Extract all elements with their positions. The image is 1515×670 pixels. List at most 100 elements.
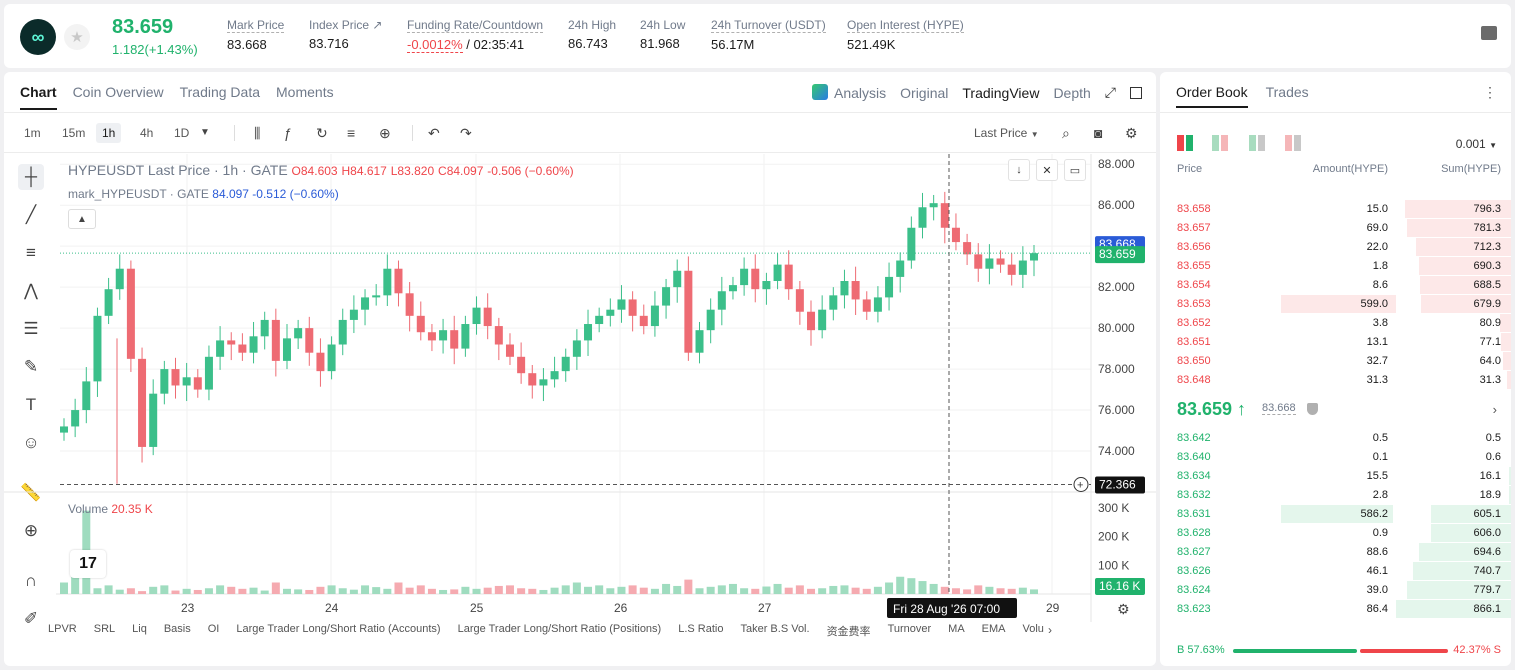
collapse-icon[interactable]: ✕ — [1036, 159, 1058, 181]
more-options-icon[interactable]: ⋮ — [1483, 84, 1497, 100]
tab-coin-overview[interactable]: Coin Overview — [72, 84, 164, 100]
order-amount: 8.6 — [1372, 279, 1388, 291]
order-book-tabs: Order Book Trades — [1176, 84, 1309, 108]
ask-row[interactable]: 83.650 32.7 64.0 — [1160, 352, 1511, 371]
price-chart[interactable]: 88.00086.00084.00082.00080.00078.00076.0… — [4, 72, 1156, 666]
indicator-item[interactable]: Turnover — [887, 623, 932, 635]
tab-chart[interactable]: Chart — [20, 84, 57, 110]
asks-only-icon[interactable] — [1249, 135, 1265, 151]
indicator-item[interactable]: Large Trader Long/Short Ratio (Positions… — [457, 623, 662, 635]
ask-row[interactable]: 83.652 3.8 80.9 — [1160, 314, 1511, 333]
indicator-scroll-right-icon[interactable]: › — [1048, 623, 1052, 637]
volume-bar — [394, 582, 403, 594]
search-icon[interactable]: ⌕ — [1062, 125, 1070, 141]
volume-bar — [940, 586, 949, 594]
indicators-icon[interactable]: ƒ — [284, 125, 292, 141]
pencil-lock-icon[interactable]: ✐ — [23, 609, 39, 628]
maximize-icon[interactable]: ▭ — [1064, 159, 1086, 181]
bids-only-icon[interactable] — [1212, 135, 1228, 151]
candle-body — [951, 227, 960, 243]
ask-row[interactable]: 83.651 13.1 77.1 — [1160, 333, 1511, 352]
ask-row[interactable]: 83.658 15.0 796.3 — [1160, 200, 1511, 219]
tab-trades[interactable]: Trades — [1265, 84, 1309, 100]
templates-icon[interactable]: ≡ — [347, 125, 356, 141]
zoom-in-icon[interactable]: ⊕ — [23, 521, 39, 540]
collapse-legend-button[interactable]: ▲ — [68, 209, 96, 229]
settings-icon[interactable]: ⚙ — [1125, 125, 1138, 141]
price-source-select[interactable]: Last Price ▼ — [974, 126, 1039, 140]
indicator-item[interactable]: Taker B.S Vol. — [740, 623, 810, 635]
ask-row[interactable]: 83.655 1.8 690.3 — [1160, 257, 1511, 276]
view-tradingview[interactable]: TradingView — [962, 84, 1040, 101]
book-icon[interactable] — [1481, 26, 1497, 40]
stat-label: Mark Price — [227, 18, 285, 33]
bid-row[interactable]: 83.624 39.0 779.7 — [1160, 581, 1511, 600]
brush-icon[interactable]: ✎ — [23, 357, 39, 376]
bid-row[interactable]: 83.623 86.4 866.1 — [1160, 600, 1511, 619]
interval-15m[interactable]: 15m — [62, 126, 86, 140]
interval-dropdown-icon[interactable]: ▼ — [200, 127, 210, 138]
trendline-icon[interactable]: ╱ — [25, 205, 37, 224]
candle-type-icon[interactable]: ⫼ — [254, 125, 261, 141]
redo-icon[interactable]: ↷ — [460, 125, 472, 141]
parallel-lines-icon[interactable]: ≡ — [26, 243, 36, 262]
candle-body — [204, 356, 213, 390]
bid-row[interactable]: 83.628 0.9 606.0 — [1160, 524, 1511, 543]
indicator-item[interactable]: Volu — [1022, 623, 1044, 635]
favorite-star-icon[interactable]: ★ — [64, 24, 90, 50]
undo-icon[interactable]: ↶ — [428, 125, 440, 141]
ask-row[interactable]: 83.657 69.0 781.3 — [1160, 219, 1511, 238]
indicator-item[interactable]: Liq — [132, 623, 147, 635]
chevron-right-icon[interactable]: › — [1492, 402, 1497, 417]
both-sides-icon[interactable] — [1177, 135, 1193, 151]
indicator-item[interactable]: Large Trader Long/Short Ratio (Accounts) — [236, 623, 441, 635]
stat-index-price[interactable]: Index Price ↗ 83.716 — [309, 18, 382, 51]
indicator-item[interactable]: SRL — [93, 623, 116, 635]
view-analysis[interactable]: Analysis — [812, 84, 886, 101]
interval-1h[interactable]: 1h — [96, 123, 122, 143]
window-icon[interactable] — [1130, 86, 1142, 99]
interval-4h[interactable]: 4h — [140, 126, 154, 140]
interval-1m[interactable]: 1m — [24, 126, 41, 140]
replay-icon[interactable]: ↻ — [316, 125, 328, 141]
text-icon[interactable]: T — [25, 395, 37, 414]
ask-row[interactable]: 83.653 599.0 679.9 — [1160, 295, 1511, 314]
ask-row[interactable]: 83.654 8.6 688.5 — [1160, 276, 1511, 295]
bid-row[interactable]: 83.627 88.6 694.6 — [1160, 543, 1511, 562]
tab-order-book[interactable]: Order Book — [1176, 84, 1248, 108]
bid-row[interactable]: 83.634 15.5 16.1 — [1160, 467, 1511, 486]
indicator-item[interactable]: EMA — [981, 623, 1006, 635]
tick-size-select[interactable]: 0.001 ▼ — [1455, 137, 1497, 151]
tab-trading-data[interactable]: Trading Data — [179, 84, 261, 100]
bid-row[interactable]: 83.626 46.1 740.7 — [1160, 562, 1511, 581]
pattern-icon[interactable]: ⋀ — [24, 281, 38, 300]
ask-row[interactable]: 83.648 31.3 31.3 — [1160, 371, 1511, 390]
tab-moments[interactable]: Moments — [276, 84, 334, 100]
add-alert-icon[interactable]: ⊕ — [379, 125, 391, 141]
indicator-item[interactable]: OI — [207, 623, 220, 635]
volume-bar — [818, 588, 827, 594]
indicator-item[interactable]: L.S Ratio — [678, 623, 724, 635]
crosshair-icon[interactable]: ┼ — [18, 164, 44, 190]
fullscreen-icon[interactable]: ⤢ — [1104, 84, 1116, 100]
interval-1d[interactable]: 1D — [174, 126, 190, 140]
depth-mode-icon[interactable] — [1285, 135, 1301, 151]
volume-bar — [294, 589, 303, 594]
bid-row[interactable]: 83.640 0.1 0.6 — [1160, 448, 1511, 467]
emoji-icon[interactable]: ☺ — [22, 433, 40, 452]
camera-icon[interactable]: ◙ — [1094, 125, 1103, 141]
magnet-icon[interactable]: ∩ — [24, 571, 38, 590]
indicator-item[interactable]: MA — [948, 623, 965, 635]
fib-icon[interactable]: ☰ — [23, 319, 39, 338]
indicator-item[interactable]: 资金费率 — [826, 626, 871, 638]
divider — [4, 112, 1156, 113]
indicator-item[interactable]: Basis — [163, 623, 191, 635]
view-depth[interactable]: Depth — [1053, 84, 1091, 101]
bid-row[interactable]: 83.642 0.5 0.5 — [1160, 429, 1511, 448]
indicator-item[interactable]: LPVR — [48, 623, 77, 635]
bid-row[interactable]: 83.632 2.8 18.9 — [1160, 486, 1511, 505]
bid-row[interactable]: 83.631 586.2 605.1 — [1160, 505, 1511, 524]
scroll-down-icon[interactable]: ↓ — [1008, 159, 1030, 181]
ask-row[interactable]: 83.656 22.0 712.3 — [1160, 238, 1511, 257]
view-original[interactable]: Original — [900, 84, 949, 101]
